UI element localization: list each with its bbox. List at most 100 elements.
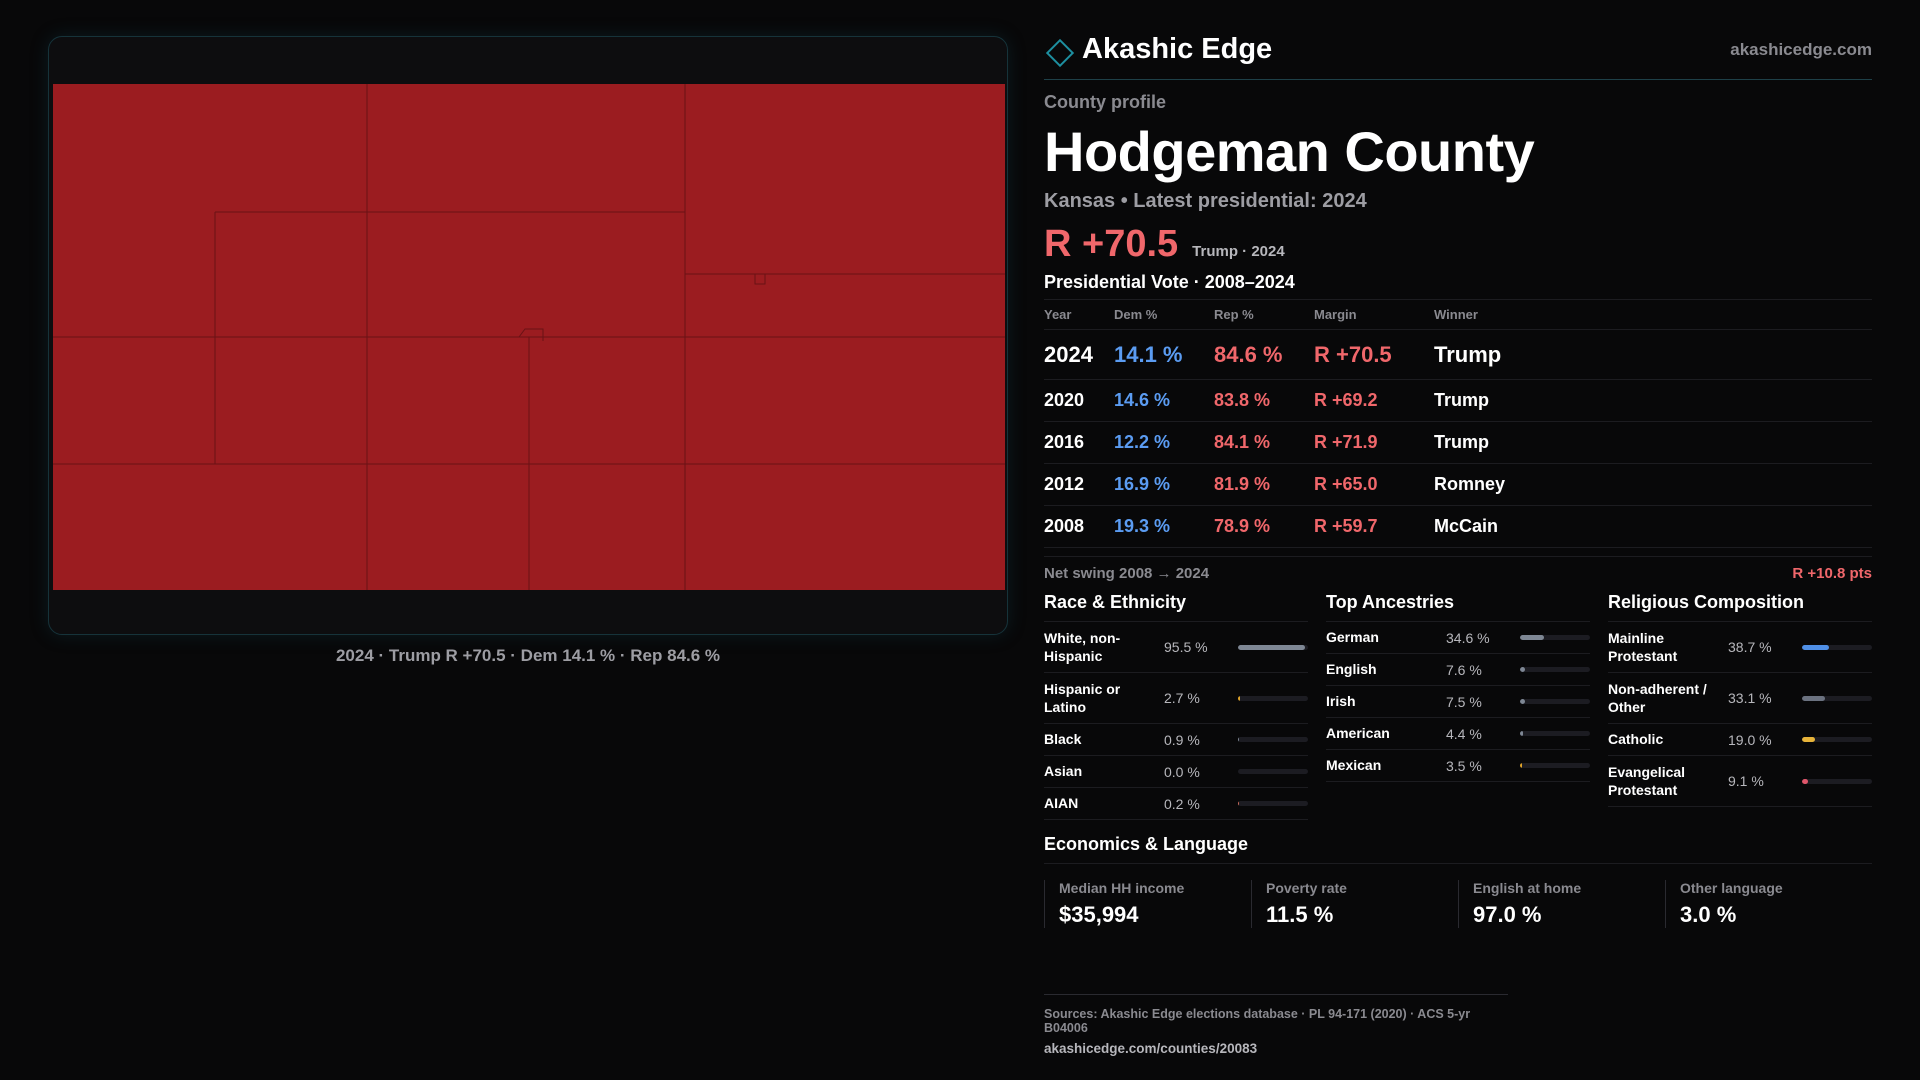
cell-margin: R +65.0 bbox=[1314, 463, 1434, 506]
stat-label: English bbox=[1326, 661, 1377, 678]
share-bar bbox=[1520, 667, 1590, 672]
cell-rep: 78.9 % bbox=[1214, 505, 1314, 548]
county-map[interactable] bbox=[49, 37, 1008, 635]
stat-value: 0.0 % bbox=[1164, 763, 1200, 780]
cell-margin: R +71.9 bbox=[1314, 421, 1434, 464]
footer-sources: Sources: Akashic Edge elections database… bbox=[1044, 1007, 1471, 1035]
list-item: Evangelical Protestant 9.1 % bbox=[1608, 756, 1872, 807]
share-bar bbox=[1238, 644, 1308, 650]
headline-result: R +70.5 Trump · 2024 bbox=[1044, 223, 1872, 266]
econ-value: 97.0 % bbox=[1473, 902, 1542, 927]
list-item: Mexican 3.5 % bbox=[1326, 750, 1590, 782]
cell-year: 2024 bbox=[1044, 329, 1114, 380]
share-bar-fill bbox=[1802, 737, 1816, 742]
brand-header: Akashic Edge akashicedge.com bbox=[1044, 28, 1872, 80]
religion-title: Religious Composition bbox=[1608, 592, 1872, 622]
profile-subhead: Kansas • Latest presidential: 2024 bbox=[1044, 190, 1367, 212]
swing-label: Net swing 2008 → 2024 bbox=[1044, 565, 1210, 582]
stat-value: 2.7 % bbox=[1164, 690, 1200, 706]
cell-rep: 81.9 % bbox=[1214, 463, 1314, 506]
list-item: Irish 7.5 % bbox=[1326, 686, 1590, 718]
headline-margin: R +70.5 bbox=[1044, 223, 1179, 265]
share-bar-fill bbox=[1238, 737, 1240, 742]
econ-label: Other language bbox=[1680, 880, 1783, 896]
share-bar bbox=[1520, 731, 1590, 736]
share-bar bbox=[1802, 778, 1872, 784]
share-bar-fill bbox=[1802, 778, 1809, 784]
share-bar bbox=[1520, 763, 1590, 768]
stat-value: 7.6 % bbox=[1446, 661, 1482, 678]
table-row[interactable]: 2012 16.9 % 81.9 % R +65.0 Romney bbox=[1044, 463, 1872, 506]
profile-eyebrow: County profile bbox=[1044, 92, 1166, 112]
list-item: Non-adherent / Other 33.1 % bbox=[1608, 673, 1872, 724]
cell-margin: R +69.2 bbox=[1314, 379, 1434, 422]
stat-other-language: Other language 3.0 % bbox=[1665, 880, 1872, 928]
cell-year: 2020 bbox=[1044, 379, 1114, 422]
stat-english-at-home: English at home 97.0 % bbox=[1458, 880, 1665, 928]
footer-url[interactable]: akashicedge.com/counties/20083 bbox=[1044, 1041, 1258, 1056]
stat-label: Black bbox=[1044, 731, 1082, 748]
col-header-winner: Winner bbox=[1434, 299, 1872, 330]
cell-dem: 12.2 % bbox=[1114, 421, 1214, 464]
share-bar bbox=[1238, 769, 1308, 774]
share-bar-fill bbox=[1802, 695, 1826, 701]
col-header-margin: Margin bbox=[1314, 299, 1434, 330]
vote-table: Year Dem % Rep % Margin Winner 2024 14.1… bbox=[1044, 299, 1872, 548]
table-row[interactable]: 2008 19.3 % 78.9 % R +59.7 McCain bbox=[1044, 505, 1872, 548]
stat-value: 19.0 % bbox=[1728, 731, 1772, 748]
vote-section-title: Presidential Vote · 2008–2024 bbox=[1044, 272, 1295, 292]
cell-dem: 16.9 % bbox=[1114, 463, 1214, 506]
stat-median-income: Median HH income $35,994 bbox=[1044, 880, 1251, 928]
cell-year: 2016 bbox=[1044, 421, 1114, 464]
list-item: White, non-Hispanic 95.5 % bbox=[1044, 622, 1308, 673]
cell-year: 2008 bbox=[1044, 505, 1114, 548]
cell-winner: Trump bbox=[1434, 379, 1872, 422]
county-profile-panel: Akashic Edge akashicedge.com County prof… bbox=[1044, 28, 1872, 928]
brand-name: Akashic Edge bbox=[1082, 33, 1273, 65]
share-bar-fill bbox=[1238, 801, 1240, 806]
cell-rep: 84.1 % bbox=[1214, 421, 1314, 464]
share-bar-fill bbox=[1520, 635, 1545, 640]
stat-value: 3.5 % bbox=[1446, 757, 1482, 774]
headline-note: Trump · 2024 bbox=[1192, 243, 1285, 260]
net-swing: Net swing 2008 → 2024 R +10.8 pts bbox=[1044, 556, 1872, 582]
county-map-panel[interactable] bbox=[48, 36, 1008, 635]
list-item: American 4.4 % bbox=[1326, 718, 1590, 750]
economics-stats: Median HH income $35,994 Poverty rate 11… bbox=[1044, 880, 1872, 928]
col-header-year: Year bbox=[1044, 299, 1114, 330]
cell-winner: Romney bbox=[1434, 463, 1872, 506]
stat-label: American bbox=[1326, 725, 1390, 742]
township-boundaries bbox=[53, 84, 1005, 590]
cell-dem: 14.1 % bbox=[1114, 329, 1214, 380]
share-bar bbox=[1238, 801, 1308, 806]
cell-rep: 83.8 % bbox=[1214, 379, 1314, 422]
cell-winner: McCain bbox=[1434, 505, 1872, 548]
stat-value: 9.1 % bbox=[1728, 773, 1764, 789]
stat-value: 0.2 % bbox=[1164, 795, 1200, 812]
cell-winner: Trump bbox=[1434, 421, 1872, 464]
list-item: German 34.6 % bbox=[1326, 622, 1590, 654]
table-row[interactable]: 2024 14.1 % 84.6 % R +70.5 Trump bbox=[1044, 329, 1872, 380]
cell-dem: 14.6 % bbox=[1114, 379, 1214, 422]
cell-margin: R +59.7 bbox=[1314, 505, 1434, 548]
econ-value: 3.0 % bbox=[1680, 902, 1737, 927]
share-bar bbox=[1802, 737, 1872, 742]
list-item: Catholic 19.0 % bbox=[1608, 724, 1872, 756]
stat-value: 38.7 % bbox=[1728, 639, 1772, 655]
list-item: AIAN 0.2 % bbox=[1044, 788, 1308, 820]
cell-rep: 84.6 % bbox=[1214, 329, 1314, 380]
ancestries-section: Top Ancestries German 34.6 % English 7.6… bbox=[1326, 592, 1590, 820]
brand[interactable]: Akashic Edge bbox=[1044, 33, 1273, 67]
econ-label: English at home bbox=[1473, 880, 1582, 896]
share-bar-fill bbox=[1520, 731, 1524, 736]
stat-label: Mainline Protestant bbox=[1608, 629, 1678, 664]
brand-url[interactable]: akashicedge.com bbox=[1730, 39, 1872, 59]
share-bar bbox=[1802, 644, 1872, 650]
share-bar-fill bbox=[1520, 667, 1526, 672]
race-ethnicity-section: Race & Ethnicity White, non-Hispanic 95.… bbox=[1044, 592, 1308, 820]
cell-year: 2012 bbox=[1044, 463, 1114, 506]
table-row[interactable]: 2016 12.2 % 84.1 % R +71.9 Trump bbox=[1044, 421, 1872, 464]
table-row[interactable]: 2020 14.6 % 83.8 % R +69.2 Trump bbox=[1044, 379, 1872, 422]
stat-value: 0.9 % bbox=[1164, 731, 1200, 748]
share-bar-fill bbox=[1238, 695, 1240, 701]
